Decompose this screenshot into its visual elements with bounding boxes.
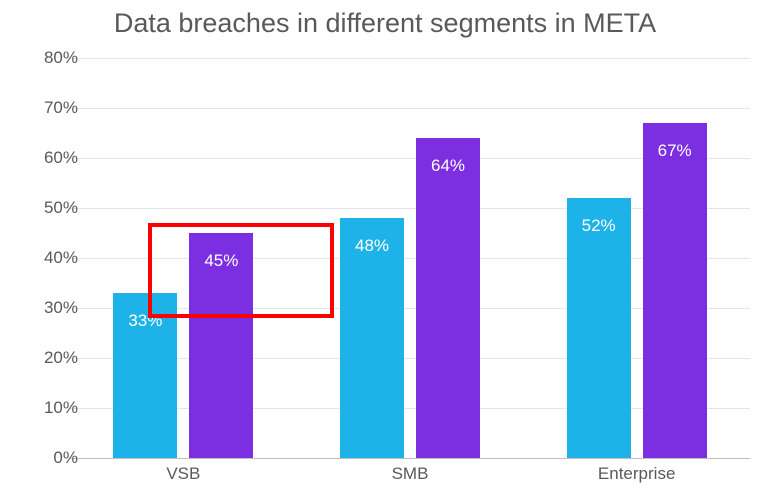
bar-value-label: 48% — [340, 236, 404, 256]
bar-series-b: 64% — [416, 138, 480, 458]
y-tick-label: 10% — [18, 398, 78, 418]
bar-value-label: 52% — [567, 216, 631, 236]
bar-series-a: 48% — [340, 218, 404, 458]
x-tick-label: VSB — [166, 464, 200, 484]
highlight-rectangle — [148, 223, 334, 318]
gridline — [70, 458, 750, 459]
y-tick-label: 70% — [18, 98, 78, 118]
y-tick-label: 50% — [18, 198, 78, 218]
gridline — [70, 108, 750, 109]
x-tick-label: Enterprise — [598, 464, 675, 484]
x-tick-label: SMB — [392, 464, 429, 484]
y-tick-label: 60% — [18, 148, 78, 168]
chart-container: Data breaches in different segments in M… — [0, 0, 770, 502]
y-tick-label: 20% — [18, 348, 78, 368]
plot-area: 33%45%48%64%52%67% — [70, 58, 750, 458]
bar-series-b: 67% — [643, 123, 707, 458]
chart-title: Data breaches in different segments in M… — [0, 8, 770, 39]
y-tick-label: 80% — [18, 48, 78, 68]
gridline — [70, 58, 750, 59]
y-tick-label: 40% — [18, 248, 78, 268]
bar-value-label: 67% — [643, 141, 707, 161]
bar-value-label: 64% — [416, 156, 480, 176]
y-tick-label: 0% — [18, 448, 78, 468]
bar-series-a: 52% — [567, 198, 631, 458]
y-tick-label: 30% — [18, 298, 78, 318]
